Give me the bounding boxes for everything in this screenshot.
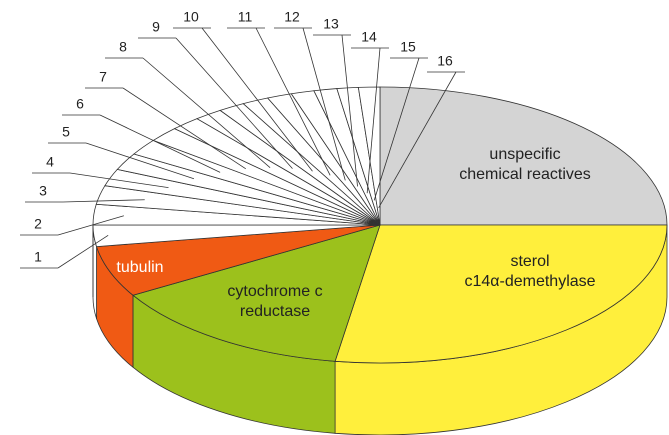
- leader-line: [122, 87, 247, 170]
- leader-line: [142, 57, 271, 168]
- slice-label: sterol c14α-demethylase: [464, 253, 595, 290]
- leader-line: [85, 142, 195, 180]
- slice-number: 16: [437, 53, 453, 69]
- slice-number: 4: [46, 154, 54, 170]
- pie-slice: [132, 224, 381, 362]
- slice-number: 3: [39, 183, 47, 199]
- slice-number: 1: [34, 249, 42, 265]
- leader-line: [69, 172, 169, 189]
- slice-number: 10: [183, 9, 199, 25]
- slice-label: tubulin: [116, 259, 163, 276]
- leader-line: [302, 27, 346, 181]
- pie-slice: [357, 86, 381, 226]
- slice-number: 7: [99, 69, 107, 85]
- slice-number: 12: [284, 9, 300, 25]
- leader-line: [57, 234, 109, 269]
- slice-label: cytochrome c reductase: [227, 283, 322, 320]
- leader-line: [378, 71, 457, 208]
- leader-line: [373, 57, 420, 201]
- slice-number: 9: [152, 19, 160, 35]
- slice-number: 11: [238, 9, 253, 25]
- slice-number: 2: [34, 216, 42, 232]
- leader-line: [255, 27, 331, 176]
- pie-slice: [334, 224, 668, 364]
- leader-line: [175, 37, 293, 169]
- slice-number: 6: [76, 96, 84, 112]
- slice-number: 5: [62, 124, 70, 140]
- leader-line: [341, 34, 358, 187]
- leader-line: [57, 215, 124, 236]
- slice-number: 14: [361, 29, 377, 45]
- pie-slice: [379, 86, 668, 226]
- leader-line: [201, 27, 313, 172]
- slice-number: 8: [119, 39, 127, 55]
- slice-number: 15: [400, 39, 416, 55]
- leader-line: [99, 114, 221, 173]
- leader-line: [366, 47, 381, 194]
- slice-number: 13: [323, 16, 339, 32]
- slice-label: unspecific chemical reactives: [459, 146, 591, 183]
- leader-line: [62, 199, 145, 203]
